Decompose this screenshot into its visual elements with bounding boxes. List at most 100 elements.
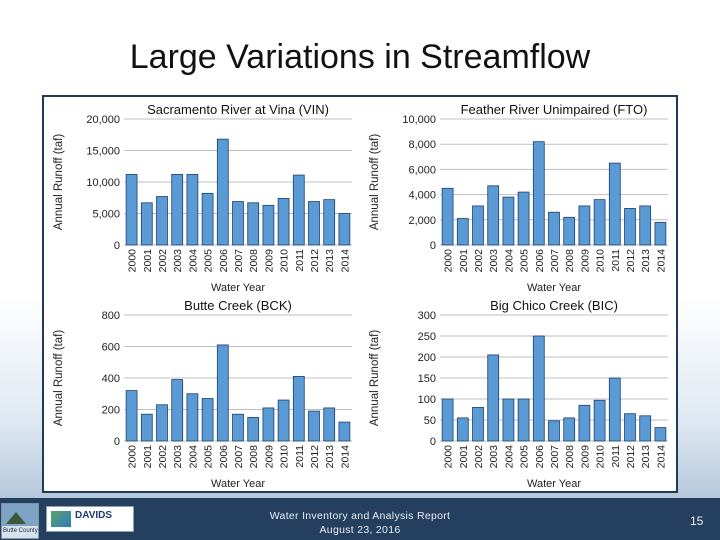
y-tick-label: 0	[430, 436, 436, 448]
bar	[338, 421, 351, 442]
x-tick-label: 2010	[279, 249, 291, 273]
x-tick-label: 2006	[534, 445, 546, 469]
bar	[532, 141, 545, 246]
bar	[140, 202, 153, 246]
x-tick-label: 2000	[443, 445, 455, 469]
bar	[186, 393, 199, 442]
x-tick-label: 2007	[549, 249, 561, 273]
chart-title: Sacramento River at Vina (VIN)	[147, 102, 329, 117]
bar	[608, 377, 621, 442]
bar	[262, 407, 275, 442]
x-tick-label: 2005	[519, 445, 531, 469]
x-tick-label: 2007	[549, 445, 561, 469]
x-tick-label: 2014	[339, 445, 351, 469]
bar	[593, 399, 606, 442]
y-tick-label: 100	[418, 394, 436, 406]
y-tick-label: 15,000	[86, 146, 120, 158]
bar	[323, 199, 336, 246]
bar	[323, 407, 336, 442]
x-tick-label: 2002	[157, 249, 169, 273]
bar	[502, 398, 515, 442]
bar	[171, 174, 184, 246]
x-tick-label: 2008	[248, 249, 260, 273]
y-tick-label: 50	[424, 415, 436, 427]
x-tick-label: 2000	[127, 249, 139, 273]
x-axis-label: Water Year	[211, 282, 265, 294]
butte-county-logo: Butte County	[1, 503, 39, 539]
x-tick-label: 2011	[610, 445, 622, 468]
x-tick-label: 2011	[294, 445, 306, 468]
bar	[578, 205, 591, 246]
x-tick-label: 2003	[488, 249, 500, 273]
bar	[548, 211, 560, 246]
x-tick-label: 2004	[187, 249, 199, 273]
bar	[125, 174, 138, 246]
x-tick-label: 2007	[233, 445, 245, 469]
bar	[247, 416, 260, 442]
bar	[517, 191, 530, 246]
x-tick-label: 2011	[610, 249, 622, 272]
x-tick-label: 2004	[187, 445, 199, 469]
x-tick-label: 2004	[503, 445, 515, 469]
bar	[532, 335, 545, 442]
y-tick-label: 300	[418, 310, 436, 322]
davids-mark-icon	[51, 511, 71, 527]
bar	[502, 196, 515, 246]
bar	[262, 204, 275, 246]
y-tick-label: 600	[102, 342, 120, 354]
bar	[456, 417, 469, 442]
bar	[639, 205, 652, 246]
x-tick-label: 2008	[564, 249, 576, 273]
bar	[277, 197, 290, 246]
bar	[487, 354, 500, 442]
page-number: 15	[690, 514, 704, 528]
x-tick-label: 2008	[564, 445, 576, 469]
x-tick-label: 2013	[640, 249, 652, 273]
x-tick-label: 2002	[473, 249, 485, 273]
x-tick-label: 2000	[443, 249, 455, 273]
x-tick-label: 2009	[263, 445, 275, 469]
x-tick-label: 2003	[488, 445, 500, 469]
footer-date: August 23, 2016	[319, 524, 401, 536]
bar	[456, 218, 469, 246]
x-axis-label: Water Year	[527, 282, 581, 294]
y-axis-label: Annual Runoff (taf)	[53, 330, 65, 426]
bar	[277, 399, 290, 442]
x-tick-label: 2010	[279, 445, 291, 469]
y-tick-label: 4,000	[408, 190, 436, 202]
bar	[201, 192, 214, 246]
chart-title: Feather River Unimpaired (FTO)	[461, 102, 648, 117]
x-tick-label: 2009	[263, 249, 275, 273]
x-tick-label: 2005	[519, 249, 531, 273]
bar	[487, 185, 500, 246]
bar	[156, 196, 168, 246]
x-tick-label: 2001	[458, 249, 470, 273]
bar	[624, 413, 636, 442]
bar	[654, 221, 667, 246]
y-tick-label: 800	[102, 310, 120, 322]
y-tick-label: 10,000	[86, 177, 120, 189]
x-tick-label: 2007	[233, 249, 245, 273]
bar	[232, 413, 244, 442]
x-tick-label: 2010	[595, 249, 607, 273]
y-axis-label: Annual Runoff (taf)	[53, 134, 65, 230]
chart-title: Butte Creek (BCK)	[184, 298, 292, 313]
x-tick-label: 2012	[309, 249, 321, 273]
y-axis-label: Annual Runoff (taf)	[369, 330, 381, 426]
x-tick-label: 2005	[203, 445, 215, 469]
x-tick-label: 2012	[309, 445, 321, 469]
bar	[639, 415, 652, 442]
x-tick-label: 2001	[142, 249, 154, 273]
x-tick-label: 2013	[324, 249, 336, 273]
x-tick-label: 2000	[127, 445, 139, 469]
bar	[472, 407, 484, 442]
x-tick-label: 2002	[157, 445, 169, 469]
slide-title: Large Variations in Streamflow	[129, 38, 591, 76]
y-tick-label: 0	[114, 240, 120, 252]
x-tick-label: 2009	[579, 445, 591, 469]
x-tick-label: 2014	[655, 445, 667, 469]
x-axis-label: Water Year	[527, 478, 581, 490]
bar	[563, 216, 576, 246]
